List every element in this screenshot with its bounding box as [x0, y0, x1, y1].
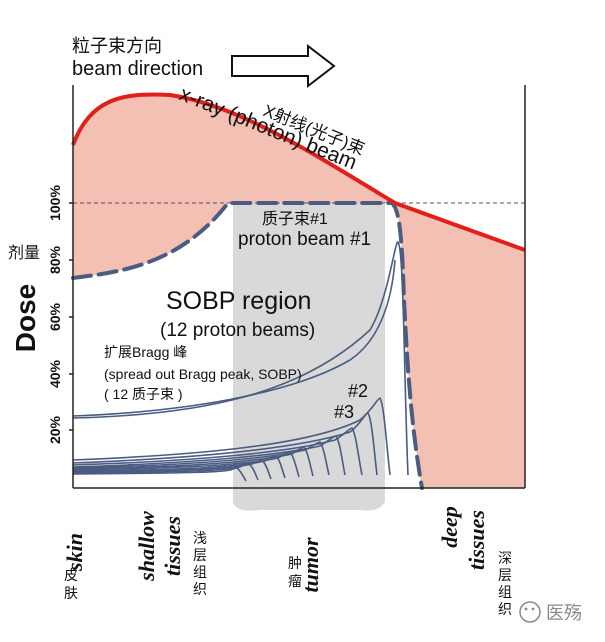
- wechat-icon: [519, 601, 541, 623]
- region-deep-en-2: tissues: [464, 510, 489, 570]
- region-tumor-en: tumor: [298, 537, 323, 592]
- region-skin-zh-2: 肤: [64, 585, 78, 601]
- y-tick-labels: 100% 80% 60% 40% 20%: [47, 185, 63, 444]
- proton-beam-curves: [72, 241, 409, 482]
- region-skin-en: skin: [62, 533, 87, 572]
- proton-beam-2-curve: [72, 397, 391, 476]
- beam-3-label: #3: [334, 402, 354, 422]
- sobp-region-subtitle: (12 proton beams): [160, 320, 315, 341]
- region-shallow-en: shallow: [134, 511, 159, 582]
- proton1-label-zh: 质子束#1: [262, 210, 328, 228]
- sobp-band-bottom: [233, 488, 385, 511]
- beam-direction-arrow-icon: [231, 43, 336, 89]
- y-ticks: [69, 202, 73, 431]
- direction-label-en: beam direction: [72, 58, 203, 80]
- y-tick-80: 80%: [47, 245, 63, 274]
- sobp-envelope-curve: [72, 259, 396, 417]
- region-deep-zh: 深 层 组 织: [498, 550, 516, 617]
- direction-label-zh: 粒子束方向: [72, 36, 162, 56]
- y-axis-label-zh: 剂量: [8, 244, 40, 262]
- sobp-region-title: SOBP region: [166, 287, 311, 315]
- y-tick-20: 20%: [47, 415, 63, 444]
- watermark: 医殇: [519, 601, 582, 623]
- y-axis-label-en: Dose: [10, 284, 41, 352]
- sobp-desc-en: (spread out Bragg peak, SOBP): [104, 366, 302, 382]
- region-skin-zh: 皮 肤: [64, 567, 82, 601]
- y-tick-60: 60%: [47, 302, 63, 331]
- sobp-desc-zh: 扩展Bragg 峰: [104, 344, 187, 360]
- region-skin-zh-1: 皮: [64, 567, 78, 583]
- sobp-total-dose-dashed: [71, 201, 424, 490]
- region-tumor-zh: 肿 瘤: [288, 555, 306, 589]
- proton-beam-3-curve: [72, 412, 378, 476]
- watermark-text: 医殇: [546, 603, 582, 623]
- beam-2-label: #2: [348, 381, 368, 401]
- y-tick-100: 100%: [47, 185, 63, 221]
- proton1-label-en: proton beam #1: [238, 229, 371, 250]
- region-shallow-zh: 浅 层 组 织: [193, 530, 211, 597]
- xray-dose-curve: [71, 92, 526, 252]
- y-tick-40: 40%: [47, 359, 63, 388]
- region-shallow-en-2: tissues: [160, 516, 185, 576]
- sobp-desc-count: ( 12 质子束 ): [104, 386, 183, 402]
- region-deep-en: deep: [437, 506, 462, 548]
